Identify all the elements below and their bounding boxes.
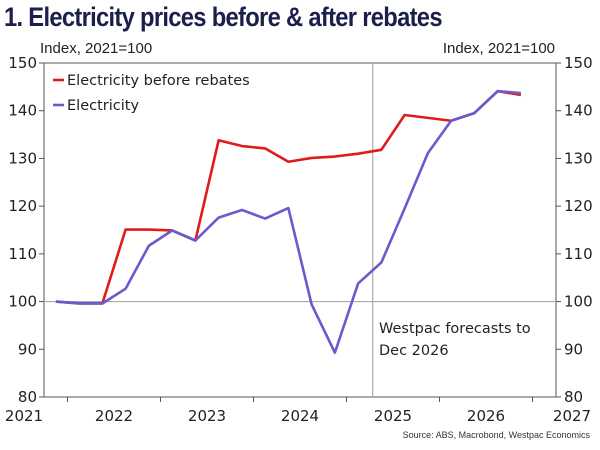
- y-tick-label-right: 120: [564, 197, 593, 215]
- y-tick-label-left: 90: [18, 340, 37, 358]
- x-tick-label: 2023: [188, 407, 226, 425]
- y-tick-label-right: 80: [564, 388, 583, 406]
- forecast-annotation: Dec 2026: [379, 343, 449, 359]
- series-line-electricity: [55, 89, 521, 354]
- legend-label: Electricity: [67, 98, 139, 114]
- y-tick-label-left: 120: [8, 197, 37, 215]
- y-tick-label-right: 140: [564, 102, 593, 120]
- y-tick-label-left: 80: [18, 388, 37, 406]
- legend-label: Electricity before rebates: [67, 73, 250, 89]
- x-tick-label: 2027: [553, 407, 591, 425]
- chart-title: 1. Electricity prices before & after reb…: [4, 2, 443, 32]
- y-tick-label-right: 150: [564, 54, 593, 72]
- x-tick-label: 2026: [467, 407, 505, 425]
- plot-frame: [43, 62, 557, 398]
- y-tick-label-left: 150: [8, 54, 37, 72]
- source-note: Source: ABS, Macrobond, Westpac Economic…: [402, 430, 590, 440]
- x-tick-label: 2022: [95, 407, 133, 425]
- y-tick-label-left: 140: [8, 102, 37, 120]
- right-axis-unit: Index, 2021=100: [442, 40, 555, 57]
- y-tick-label-right: 110: [564, 245, 593, 263]
- x-tick-label: 2021: [5, 407, 43, 425]
- x-tick-label: 2024: [281, 407, 319, 425]
- left-axis-unit: Index, 2021=100: [40, 40, 153, 57]
- y-tick-label-right: 100: [564, 293, 593, 311]
- y-tick-label-left: 130: [8, 149, 37, 167]
- y-tick-label-right: 130: [564, 149, 593, 167]
- y-tick-label-right: 90: [564, 340, 583, 358]
- y-tick-label-left: 110: [8, 245, 37, 263]
- series-line-before-rebates: [55, 89, 522, 305]
- forecast-annotation: Westpac forecasts to: [379, 321, 531, 337]
- y-tick-label-left: 100: [8, 293, 37, 311]
- x-tick-label: 2025: [374, 407, 412, 425]
